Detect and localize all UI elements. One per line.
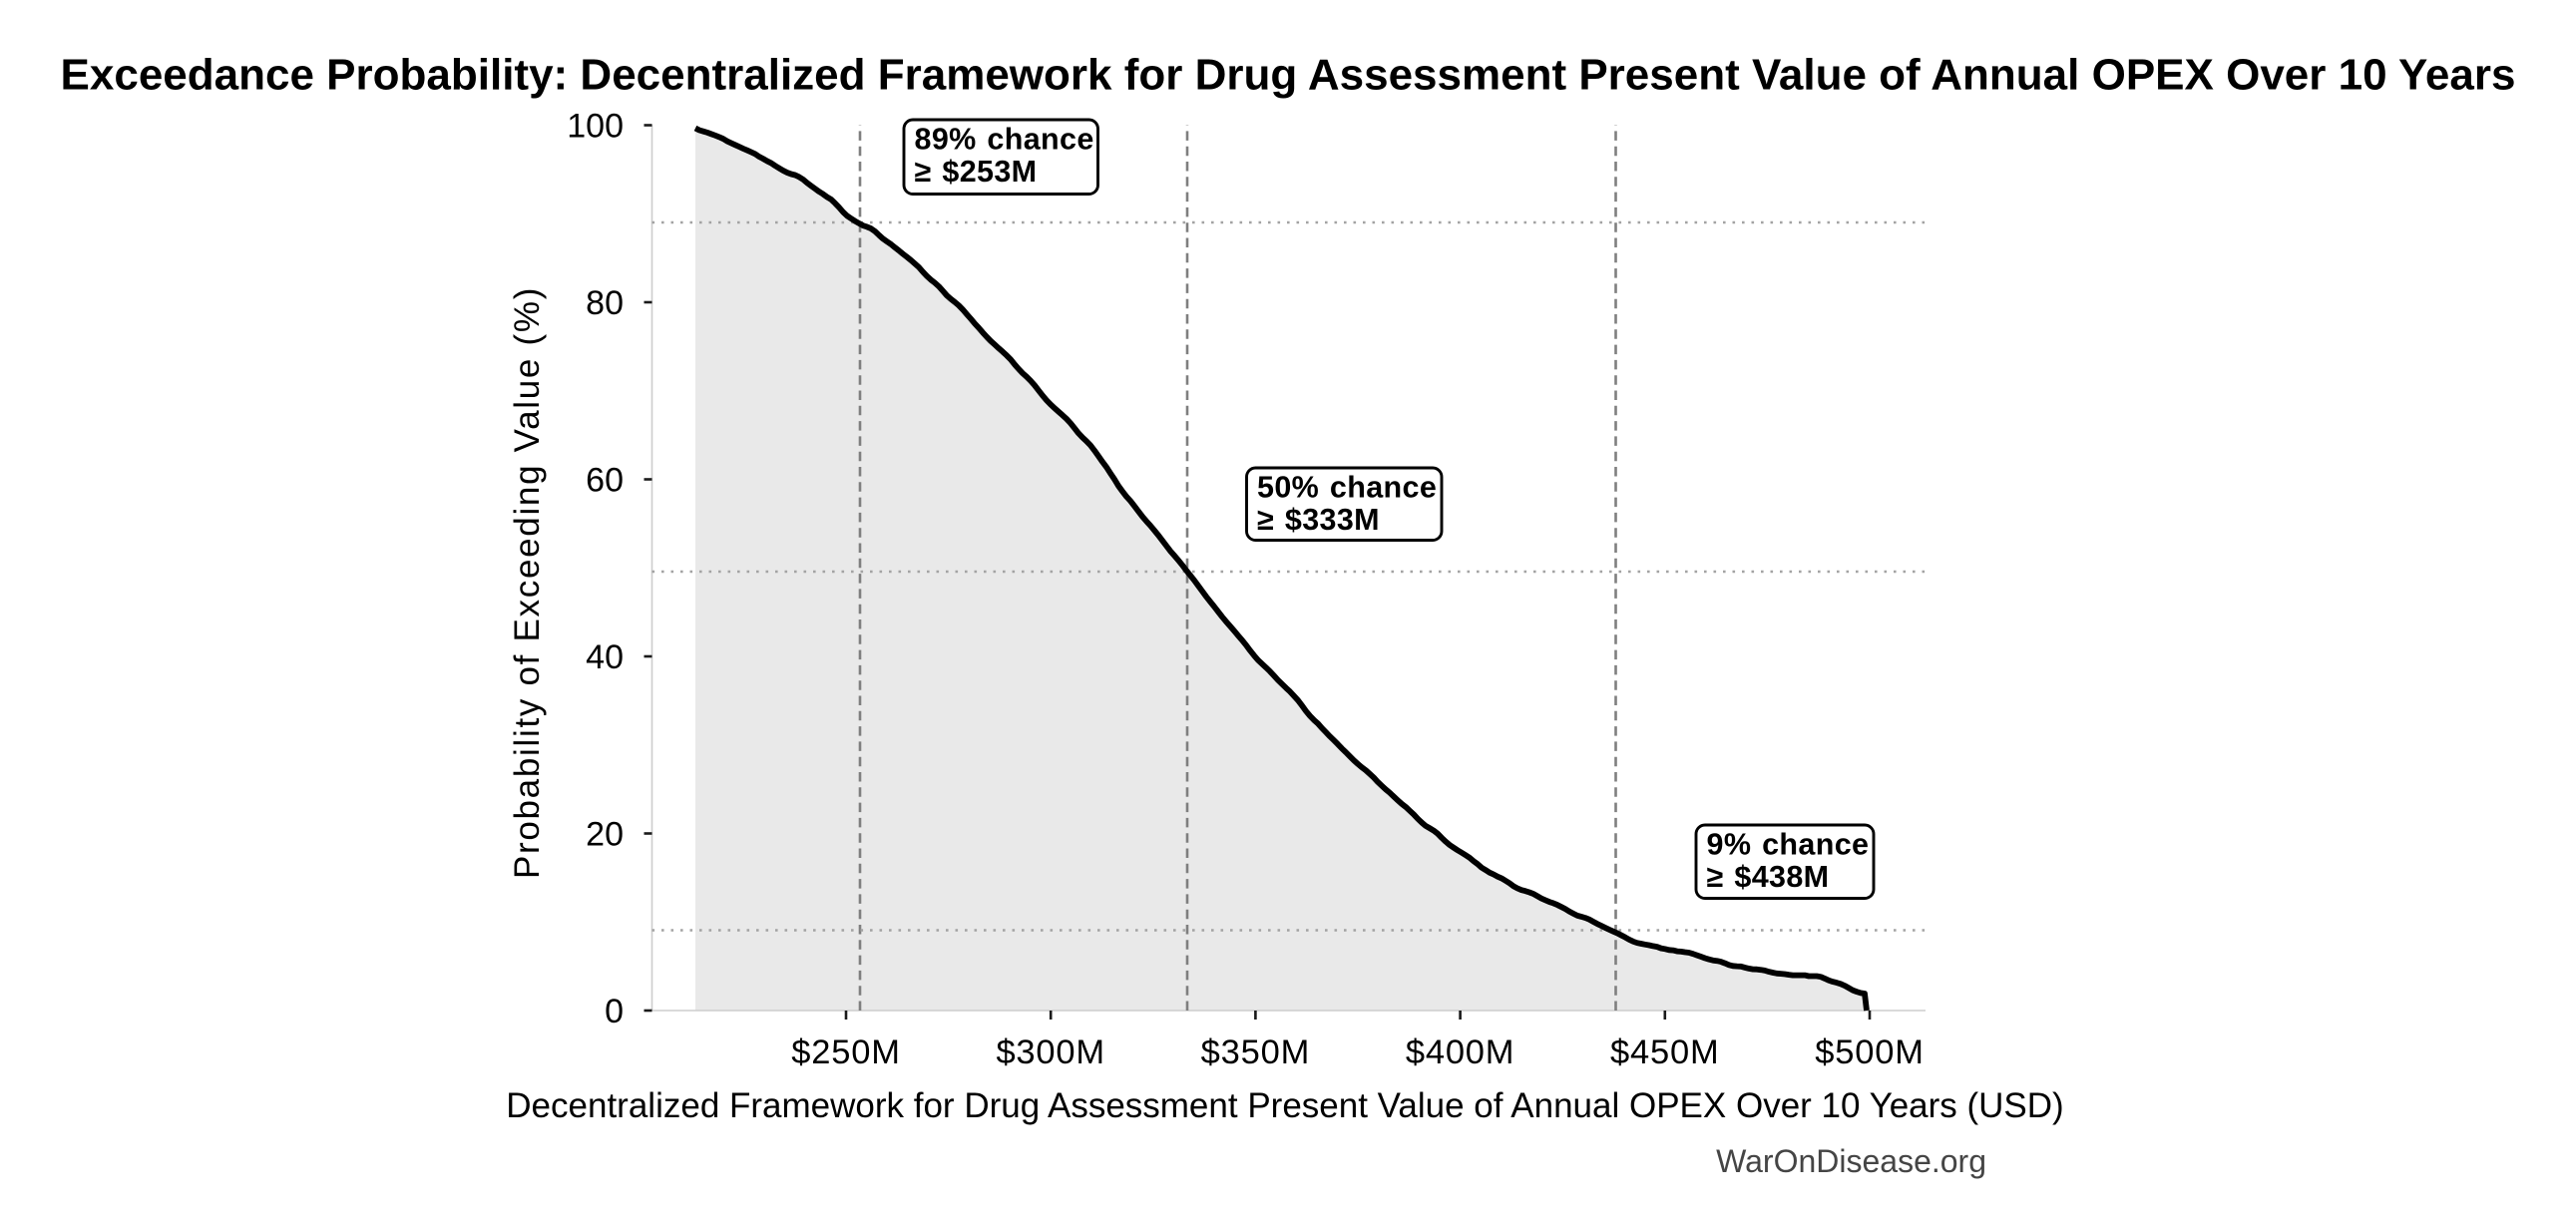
svg-text:0: 0 <box>605 993 624 1030</box>
svg-text:WarOnDisease.org: WarOnDisease.org <box>1716 1143 1986 1179</box>
svg-text:≥ $253M: ≥ $253M <box>915 155 1038 189</box>
svg-text:40: 40 <box>586 638 624 676</box>
svg-text:≥ $438M: ≥ $438M <box>1707 860 1830 894</box>
svg-text:$350M: $350M <box>1201 1033 1311 1071</box>
svg-text:9% chance: 9% chance <box>1707 828 1870 862</box>
svg-text:$500M: $500M <box>1815 1033 1925 1071</box>
svg-text:Exceedance Probability: Decent: Exceedance Probability: Decentralized Fr… <box>61 51 2516 100</box>
svg-text:Decentralized Framework for Dr: Decentralized Framework for Drug Assessm… <box>506 1086 2063 1125</box>
svg-text:89% chance: 89% chance <box>915 123 1094 157</box>
svg-text:$250M: $250M <box>791 1033 901 1071</box>
svg-text:80: 80 <box>586 284 624 322</box>
svg-text:$300M: $300M <box>996 1033 1105 1071</box>
svg-text:60: 60 <box>586 462 624 500</box>
svg-text:$450M: $450M <box>1610 1033 1720 1071</box>
svg-text:Probability of Exceeding Value: Probability of Exceeding Value (%) <box>508 286 547 879</box>
svg-text:20: 20 <box>586 816 624 854</box>
svg-text:100: 100 <box>567 108 624 146</box>
svg-text:50% chance: 50% chance <box>1257 471 1437 505</box>
svg-text:≥ $333M: ≥ $333M <box>1257 503 1380 537</box>
svg-text:$400M: $400M <box>1406 1033 1515 1071</box>
